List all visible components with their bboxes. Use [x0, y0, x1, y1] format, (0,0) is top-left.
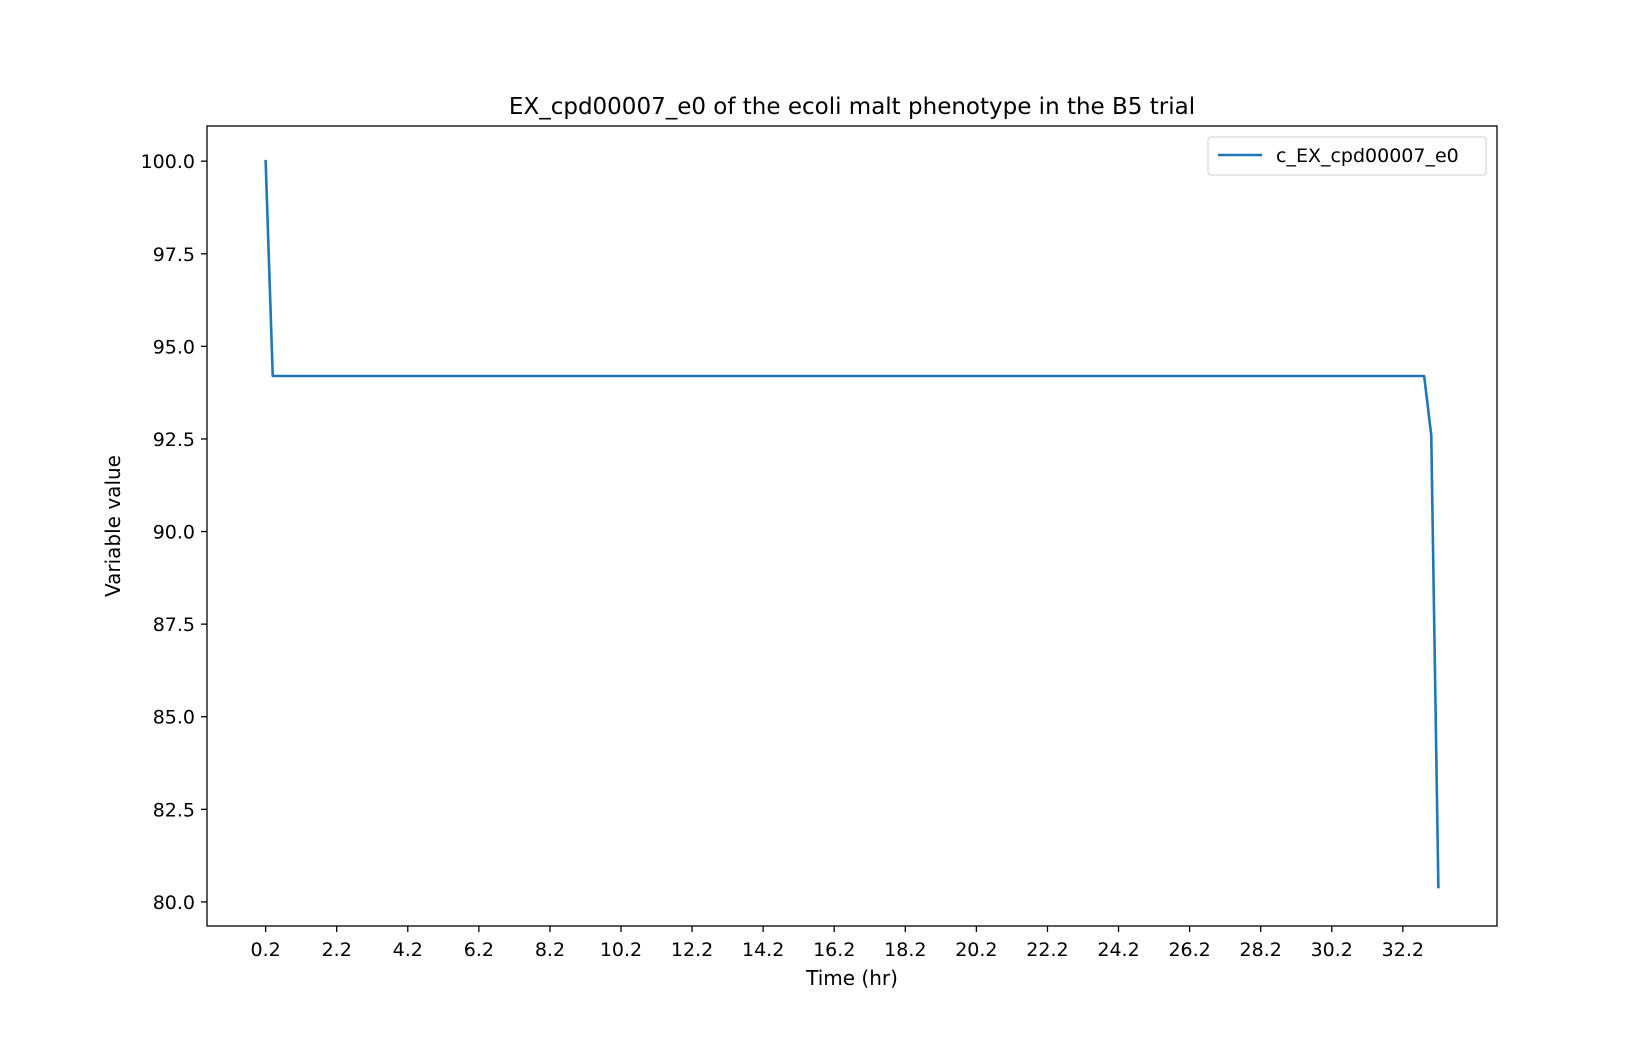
x-tick-label: 6.2: [464, 939, 494, 961]
y-tick-label: 90.0: [153, 522, 195, 544]
x-tick-label: 26.2: [1168, 939, 1210, 961]
x-tick-label: 10.2: [600, 939, 642, 961]
x-tick-label: 2.2: [322, 939, 352, 961]
plot-area-frame: [206, 125, 1498, 927]
y-tick-label: 87.5: [153, 614, 195, 636]
plot-lines: [264, 159, 1440, 889]
x-axis-ticks: 0.2 2.2 4.2 6.2 8.2 10.2 12.2 14.2 16.2 18.2 20.2 2…: [251, 926, 1424, 961]
legend-box: [1207, 136, 1487, 176]
x-tick-label: 8.2: [535, 939, 565, 961]
y-tick-label: 92.5: [153, 429, 195, 451]
x-tick-label: 22.2: [1026, 939, 1068, 961]
x-tick-label: 4.2: [393, 939, 423, 961]
y-axis-label: Variable value: [101, 455, 125, 597]
x-tick-label: 20.2: [955, 939, 997, 961]
chart-title: EX_cpd00007_e0 of the ecoli malt phenoty…: [509, 94, 1195, 120]
x-tick-label: 30.2: [1311, 939, 1353, 961]
x-tick-label: 24.2: [1097, 939, 1139, 961]
x-tick-label: 32.2: [1382, 939, 1424, 961]
y-tick-label: 82.5: [153, 799, 195, 821]
x-axis-label: Time (hr): [805, 966, 898, 990]
y-axis-ticks: 80.0 82.5 85.0 87.5 90.0 92.5 95.0 97.5 100.0: [141, 151, 207, 914]
y-tick-label: 97.5: [153, 244, 195, 266]
series-line-c-ex-cpd00007-e0: [264, 159, 1440, 889]
y-tick-label: 80.0: [153, 892, 195, 914]
x-tick-label: 28.2: [1240, 939, 1282, 961]
x-tick-label: 12.2: [671, 939, 713, 961]
legend-label-c-ex-cpd00007-e0: c_EX_cpd00007_e0: [1276, 145, 1459, 167]
y-tick-label: 95.0: [153, 336, 195, 358]
x-tick-label: 18.2: [884, 939, 926, 961]
legend: c_EX_cpd00007_e0: [1207, 136, 1487, 176]
x-tick-label: 16.2: [813, 939, 855, 961]
y-tick-label: 100.0: [141, 151, 195, 173]
y-tick-label: 85.0: [153, 707, 195, 729]
x-tick-label: 14.2: [742, 939, 784, 961]
x-tick-label: 0.2: [251, 939, 281, 961]
